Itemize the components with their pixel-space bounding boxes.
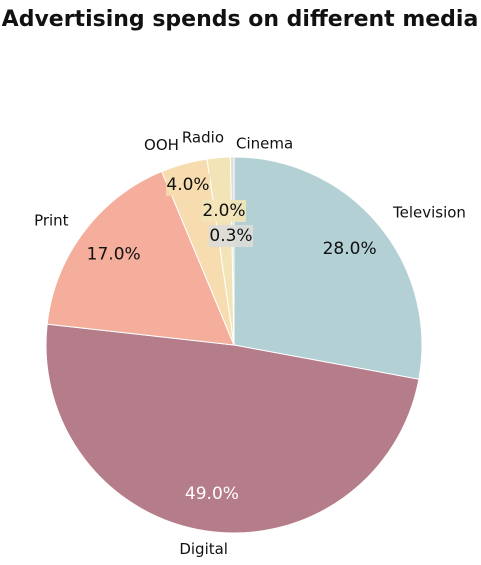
value-label-box: [166, 174, 210, 196]
value-label: 0.3%: [209, 226, 252, 246]
category-label: OOH: [144, 136, 179, 154]
category-label: Digital: [179, 540, 228, 558]
pie-slice: [233, 156, 423, 380]
value-label: 28.0%: [323, 239, 377, 259]
value-label-box: [209, 225, 253, 247]
pie-slice: [45, 323, 420, 534]
value-label: 49.0%: [185, 484, 239, 504]
value-label: 17.0%: [87, 245, 141, 265]
category-label: Radio: [182, 129, 224, 147]
pie-slice: [46, 170, 235, 346]
category-label: Television: [392, 203, 466, 221]
category-label: Cinema: [236, 135, 293, 153]
value-label-box: [202, 200, 246, 222]
value-label: 4.0%: [166, 175, 209, 195]
chart-title: Advertising spends on different media: [2, 7, 479, 32]
value-label: 2.0%: [202, 201, 245, 221]
category-label: Print: [34, 211, 69, 229]
